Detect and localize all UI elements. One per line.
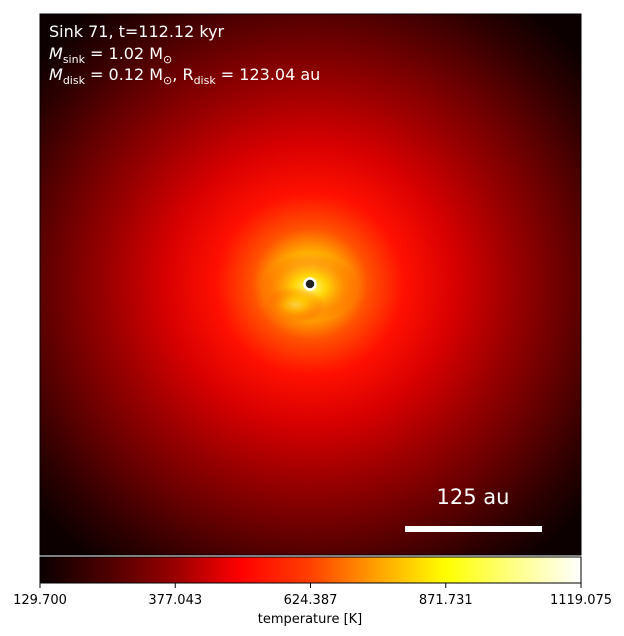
sink-mass-sun-symbol: ⊙	[163, 53, 172, 66]
disk-mass-sun-symbol: ⊙	[163, 74, 172, 87]
plot-frame	[39, 13, 582, 556]
disk-radius-value: = 123.04 au	[216, 65, 321, 84]
colorbar-tick-label: 624.387	[284, 593, 338, 608]
scale-bar-label: 125 au	[437, 485, 510, 509]
disk-info-line: Mdisk = 0.12 M⊙, Rdisk = 123.04 au	[49, 65, 320, 87]
sink-mass-symbol: M	[49, 44, 63, 63]
scale-bar	[405, 526, 542, 532]
disk-mass-symbol: M	[49, 65, 63, 84]
sink-info-line1: Sink 71, t=112.12 kyr	[49, 22, 225, 41]
sink-mass-subscript: sink	[63, 53, 86, 66]
disk-mass-subscript: disk	[63, 74, 86, 87]
sink-mass-line: Msink = 1.02 M⊙	[49, 44, 172, 66]
disk-radius-subscript: disk	[194, 74, 217, 87]
disk-mass-value: = 0.12 M	[85, 65, 163, 84]
colorbar-tick-label: 1119.075	[550, 593, 612, 608]
disk-lobe-glow	[265, 287, 325, 323]
sink-particle-marker	[303, 277, 317, 291]
colorbar-label: temperature [K]	[258, 612, 363, 627]
disk-radius-symbol: , R	[172, 65, 193, 84]
sink-mass-value: = 1.02 M	[85, 44, 163, 63]
colorbar-tick-label: 871.731	[419, 593, 473, 608]
colorbar-tick-label: 377.043	[148, 593, 202, 608]
colorbar	[39, 556, 582, 584]
colorbar-tick-label: 129.700	[13, 593, 67, 608]
colorbar-ticks: 129.700 377.043 624.387 871.731 1119.075	[13, 583, 612, 608]
